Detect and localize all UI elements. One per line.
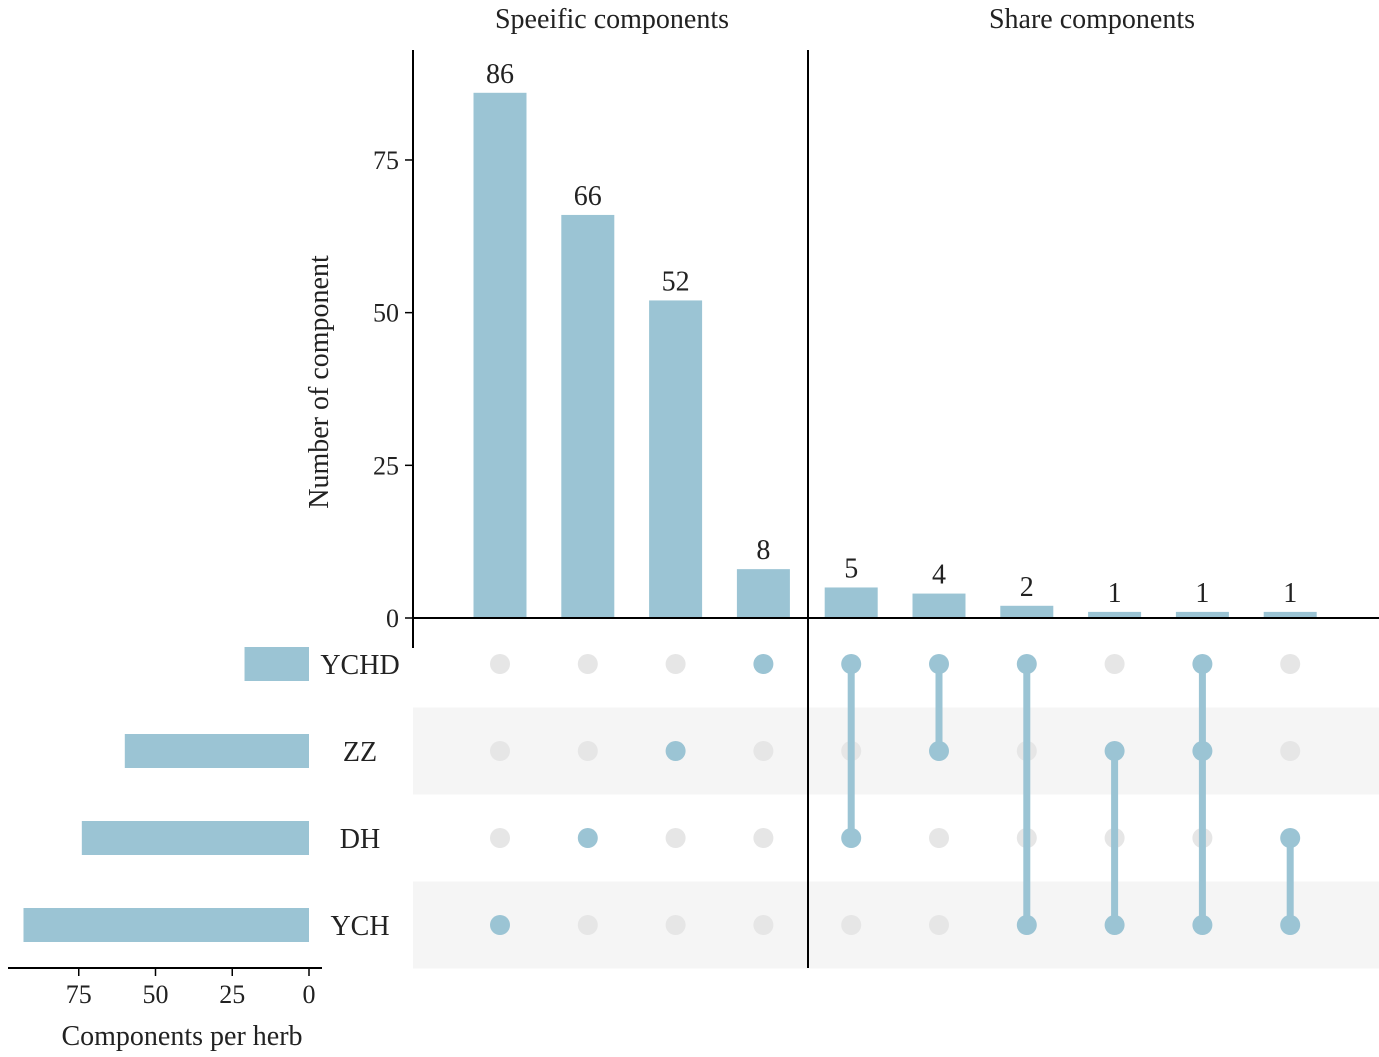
section-title-specific: Speeific components [495, 4, 729, 35]
set-size-tick-label: 25 [219, 980, 245, 1009]
matrix-dots [490, 654, 1301, 935]
matrix-dot-active [1104, 915, 1125, 935]
y-tick-label: 25 [373, 451, 399, 480]
intersection-bar [1175, 611, 1229, 618]
matrix-dot-active [1192, 741, 1213, 761]
matrix-dot-inactive [1280, 654, 1301, 674]
matrix-dot-active [929, 654, 949, 674]
section-title-share: Share components [989, 4, 1195, 35]
set-size-bar [124, 734, 309, 768]
matrix-dot-inactive [577, 654, 598, 674]
matrix-dot-inactive [490, 828, 510, 848]
matrix-dot-inactive [1104, 654, 1125, 674]
intersection-bar [912, 593, 966, 618]
intersection-bar-label: 66 [574, 181, 602, 212]
matrix-dot-active [841, 654, 862, 674]
matrix-dot-active [1192, 654, 1213, 674]
y-tick-label: 0 [386, 604, 399, 633]
set-size-tick-label: 75 [66, 980, 92, 1009]
set-size-bars [23, 647, 310, 942]
matrix-dot-active [577, 828, 598, 848]
matrix-dot-inactive [1280, 741, 1301, 761]
matrix-dot-inactive [577, 741, 598, 761]
matrix-dot-inactive [753, 915, 774, 935]
set-label: DH [340, 824, 380, 855]
matrix-dot-active [1280, 828, 1301, 848]
set-size-bar [244, 647, 309, 681]
set-size-tick-label: 0 [303, 980, 316, 1009]
set-size-bar [81, 821, 309, 855]
matrix-dot-active [1016, 654, 1037, 674]
matrix-stripe-zz [413, 707, 1379, 795]
intersection-bar-label: 1 [1283, 578, 1297, 609]
set-label: YCH [330, 911, 389, 942]
matrix-dot-inactive [665, 654, 686, 674]
matrix-dot-active [1016, 915, 1037, 935]
matrix-dot-inactive [665, 828, 686, 848]
intersection-bar [561, 214, 615, 619]
matrix-dot-active [841, 828, 862, 848]
set-label: ZZ [343, 737, 377, 768]
matrix-dot-inactive [577, 915, 598, 935]
matrix-dot-inactive [490, 741, 510, 761]
intersection-bars [473, 92, 1317, 619]
y-tick-label: 75 [373, 146, 399, 175]
matrix-dot-inactive [753, 741, 774, 761]
y-axis-title: Number of component [304, 255, 335, 509]
y-tick-label: 50 [373, 299, 399, 328]
intersection-bar [649, 300, 703, 618]
intersection-bar-label: 1 [1195, 578, 1209, 609]
intersection-bar-label: 4 [932, 560, 946, 591]
labels: 86 66 52 8 5 4 2 1 1 1 YCHD ZZ DH YCH 0 25 50 75 75 50 25 0 Sp… [61, 4, 1297, 1052]
matrix-dot-active [929, 741, 949, 761]
intersection-bar [824, 587, 878, 618]
set-label: YCHD [320, 650, 399, 681]
matrix-dot-active [490, 915, 510, 935]
matrix-stripes [413, 707, 1379, 969]
intersection-bar [1088, 611, 1142, 618]
set-size-axis-title: Components per herb [61, 1021, 302, 1052]
intersection-bar-label: 1 [1108, 578, 1122, 609]
set-size-bar [23, 908, 310, 942]
intersection-bar [736, 569, 790, 618]
axes [8, 50, 1379, 976]
matrix-dot-active [1192, 915, 1213, 935]
intersection-bar-label: 52 [662, 266, 690, 297]
matrix-dot-active [665, 741, 686, 761]
matrix-dot-inactive [490, 654, 510, 674]
matrix-dot-active [1280, 915, 1301, 935]
intersection-bar [473, 92, 527, 619]
matrix-dot-inactive [665, 915, 686, 935]
matrix-dot-inactive [753, 828, 774, 848]
matrix-dot-active [753, 654, 774, 674]
intersection-bar-label: 8 [756, 535, 770, 566]
intersection-bar-label: 86 [486, 59, 514, 90]
set-size-tick-label: 50 [143, 980, 169, 1009]
intersection-bar-label: 2 [1020, 572, 1034, 603]
intersection-bar [1000, 605, 1054, 618]
matrix-dot-active [1104, 741, 1125, 761]
matrix-stripe-ych [413, 881, 1379, 969]
intersection-bar [1263, 611, 1317, 618]
matrix-dot-inactive [929, 828, 949, 848]
matrix-dot-inactive [841, 915, 862, 935]
matrix-dot-inactive [929, 915, 949, 935]
intersection-bar-label: 5 [844, 553, 858, 584]
